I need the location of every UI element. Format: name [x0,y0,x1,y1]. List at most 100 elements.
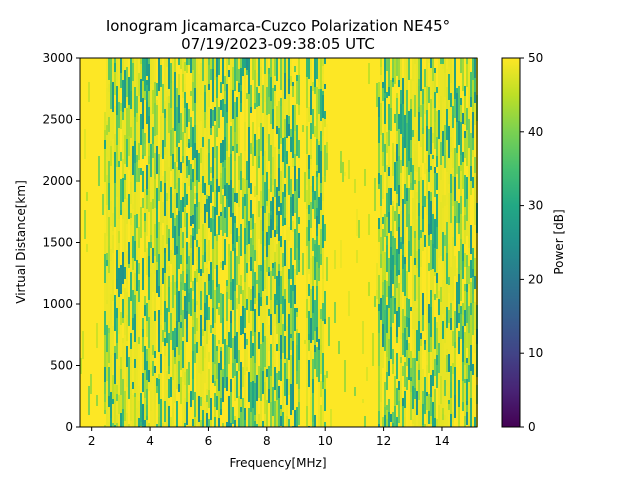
heatmap-cell [158,222,160,230]
heatmap-cell [228,364,230,396]
heatmap-cell [366,67,368,91]
heatmap-cell [308,79,310,107]
heatmap-cell [90,173,92,178]
heatmap-cell [192,215,194,224]
heatmap-cell [474,125,476,157]
heatmap-cell [342,79,344,109]
heatmap-cell [328,299,330,317]
heatmap-cell [352,387,354,415]
heatmap-cell [432,143,434,155]
heatmap-cell [414,151,416,171]
heatmap-cell [470,254,472,260]
heatmap-cell [362,368,364,399]
heatmap-cell [238,385,240,396]
heatmap-cell [424,247,426,276]
heatmap-cell [192,327,194,351]
heatmap-cell [406,227,408,236]
heatmap-cell [96,250,98,273]
heatmap-cell [98,58,100,76]
heatmap-cell [250,154,252,183]
heatmap-cell [362,189,364,196]
heatmap-cell [366,400,368,407]
heatmap-cell [460,416,462,427]
heatmap-cell [192,182,194,215]
heatmap-cell [372,252,374,266]
heatmap-cell [408,358,410,380]
heatmap-cell [80,411,82,427]
heatmap-cell [138,418,140,427]
heatmap-cell [272,88,274,109]
heatmap-cell [364,58,366,68]
heatmap-cell [412,329,414,354]
heatmap-cell [92,247,94,261]
heatmap-cell [464,379,466,383]
heatmap-cell [150,84,152,107]
heatmap-cell [278,386,280,398]
heatmap-cell [138,160,140,168]
heatmap-cell [402,269,404,292]
heatmap-cell [264,102,266,110]
heatmap-cell [436,365,438,388]
heatmap-cell [456,282,458,301]
heatmap-cell [130,225,132,240]
heatmap-cell [310,139,312,155]
heatmap-cell [212,219,214,249]
heatmap-cell [416,415,418,427]
heatmap-cell [276,160,278,187]
heatmap-cell [264,326,266,336]
heatmap-cell [370,58,372,65]
heatmap-cell [250,331,252,358]
heatmap-cell [314,126,316,137]
heatmap-cell [376,231,378,240]
heatmap-cell [316,79,318,87]
heatmap-cell [460,301,462,306]
heatmap-cell [278,128,280,149]
heatmap-cell [234,254,236,278]
heatmap-cell [432,318,434,337]
heatmap-cell [378,117,380,143]
heatmap-cell [356,329,358,344]
heatmap-cell [94,58,96,72]
heatmap-cell [102,369,104,393]
heatmap-cell [382,199,384,217]
heatmap-cell [234,58,236,91]
heatmap-cell [84,408,86,419]
heatmap-cell [368,158,370,182]
heatmap-cell [160,58,162,65]
heatmap-cell [380,416,382,424]
heatmap-cell [290,308,292,334]
heatmap-cell [304,308,306,312]
heatmap-cell [354,348,356,355]
heatmap-cell [194,204,196,228]
heatmap-cell [106,157,108,175]
heatmap-cell [248,244,250,262]
heatmap-cell [194,186,196,193]
heatmap-cell [408,337,410,343]
heatmap-cell [254,250,256,261]
heatmap-cell [244,89,246,122]
heatmap-cell [286,90,288,115]
heatmap-cell [292,129,294,158]
heatmap-cell [116,115,118,145]
heatmap-cell [186,311,188,328]
heatmap-cell [222,195,224,211]
heatmap-cell [338,387,340,420]
heatmap-cell [124,108,126,135]
heatmap-cell [408,221,410,241]
heatmap-cell [330,247,332,267]
heatmap-cell [198,122,200,153]
heatmap-cell [282,253,284,267]
heatmap-cell [322,201,324,215]
heatmap-cell [208,281,210,295]
heatmap-cell [188,109,190,122]
heatmap-cell [426,392,428,396]
heatmap-cell [104,367,106,382]
heatmap-cell [280,335,282,359]
heatmap-cell [124,80,126,108]
heatmap-cell [396,76,398,93]
heatmap-cell [184,84,186,92]
heatmap-cell [150,269,152,273]
heatmap-cell [268,68,270,74]
heatmap-cell [430,68,432,75]
heatmap-cell [270,211,272,215]
